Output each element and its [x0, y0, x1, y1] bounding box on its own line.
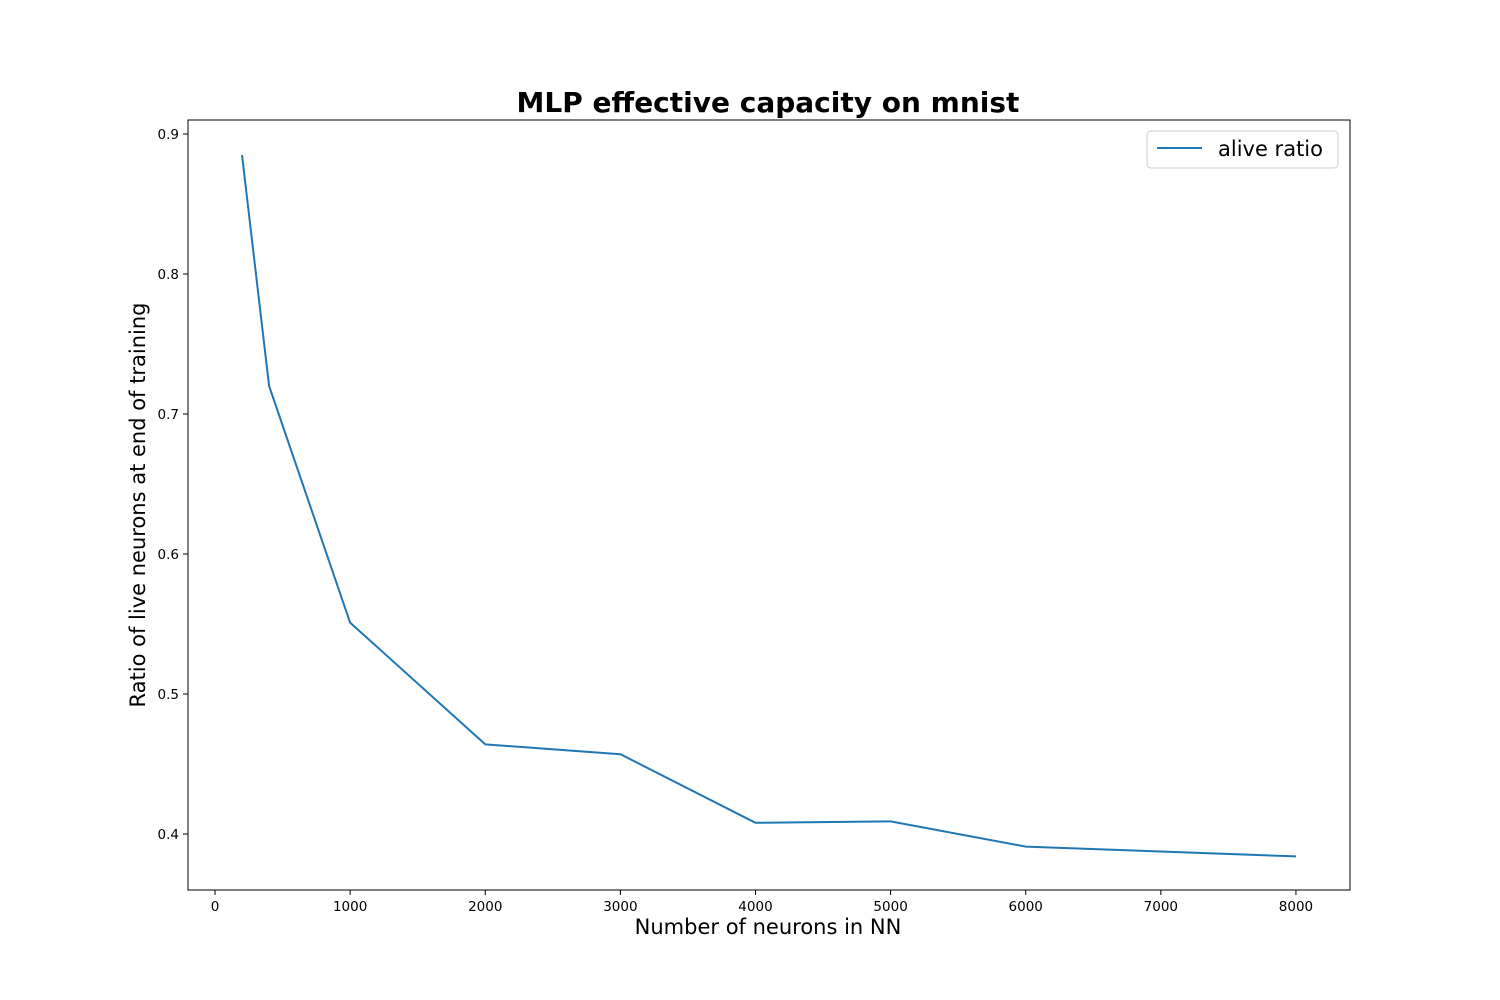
- y-tick-label: 0.4: [158, 827, 179, 843]
- series-line-alive-ratio: [241, 154, 1297, 858]
- x-tick-label: 6000: [1009, 899, 1043, 915]
- y-tick-label: 0.6: [158, 547, 179, 563]
- legend-box: [1146, 130, 1339, 169]
- x-tick-label: 5000: [873, 899, 907, 915]
- x-tick-label: 2000: [468, 899, 502, 915]
- x-axis: 0 1000 2000 3000 4000 5000 6000 7000 8000: [211, 890, 1313, 915]
- x-tick-label: 3000: [603, 899, 637, 915]
- plot-area: [187, 119, 1351, 891]
- x-axis-label: Number of neurons in NN: [635, 915, 902, 939]
- series-layer: [241, 154, 1297, 858]
- legend-label-alive-ratio: alive ratio: [1218, 137, 1323, 161]
- legend: alive ratio: [1146, 130, 1339, 169]
- chart-title: MLP effective capacity on mnist: [517, 86, 1020, 119]
- x-tick-label: 0: [211, 899, 220, 915]
- y-tick-label: 0.8: [158, 267, 179, 283]
- y-tick-label: 0.7: [158, 407, 179, 423]
- y-axis: 0.4 0.5 0.6 0.7 0.8 0.9: [158, 127, 188, 843]
- x-tick-label: 8000: [1279, 899, 1313, 915]
- y-tick-label: 0.5: [158, 687, 179, 703]
- y-axis-label: Ratio of live neurons at end of training: [126, 303, 150, 708]
- y-tick-label: 0.9: [158, 127, 179, 143]
- x-tick-label: 7000: [1144, 899, 1178, 915]
- x-tick-label: 4000: [738, 899, 772, 915]
- x-tick-label: 1000: [333, 899, 367, 915]
